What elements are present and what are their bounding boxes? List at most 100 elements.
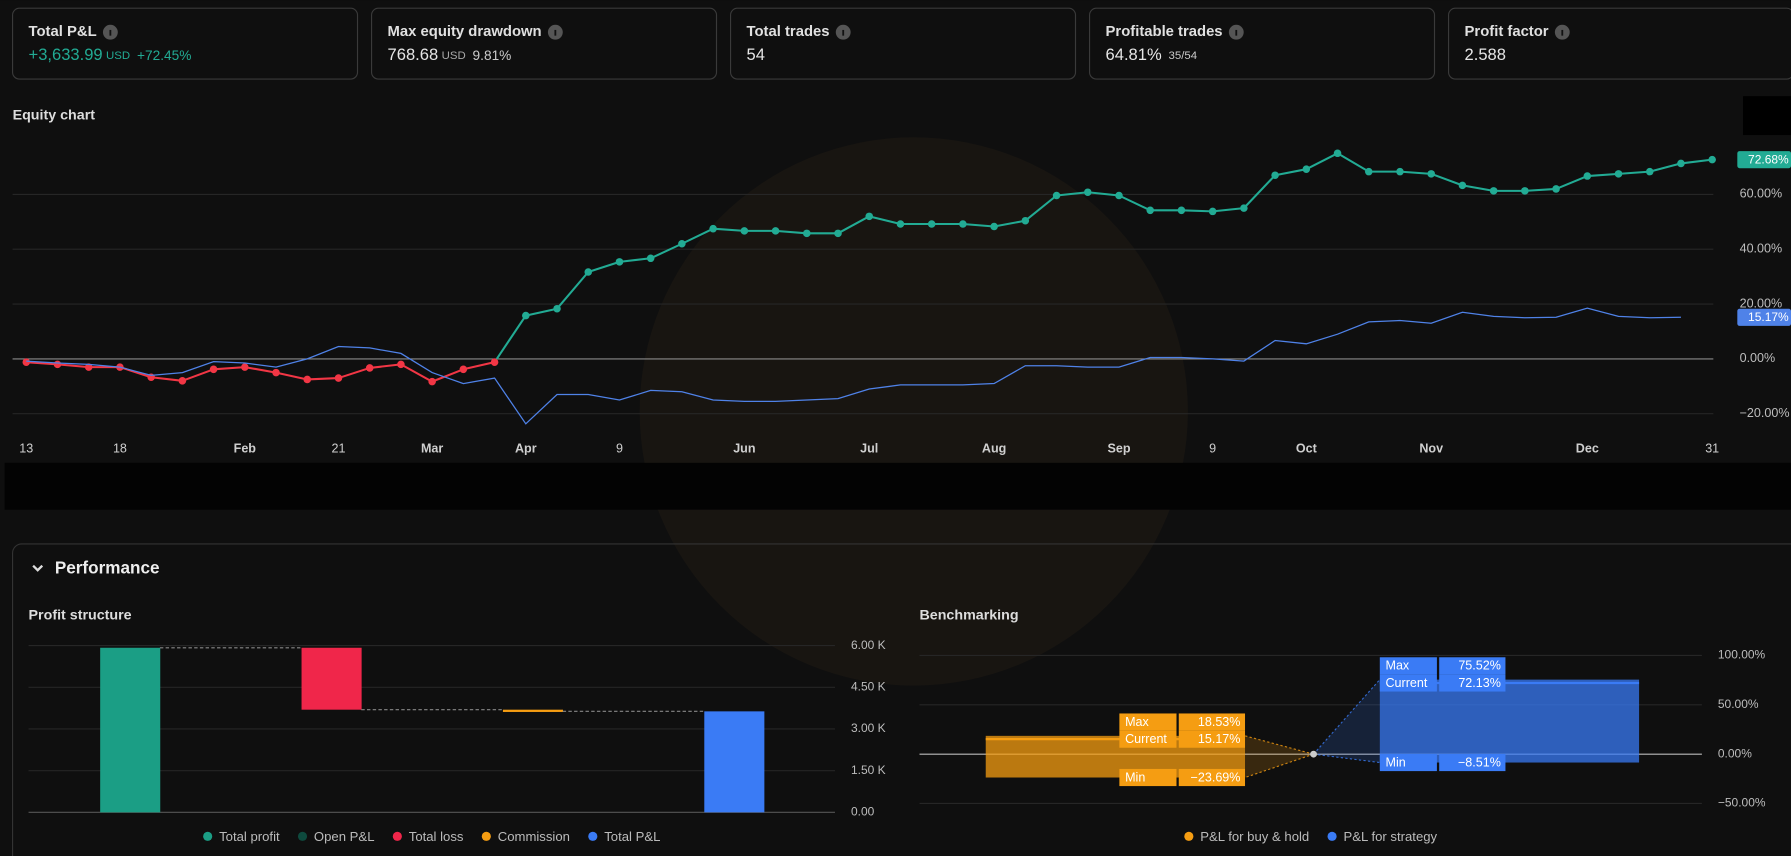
line-segment	[587, 260, 620, 273]
stat-unit: USD	[106, 50, 130, 62]
watermark	[639, 137, 1188, 686]
line-point	[22, 358, 31, 366]
line-point	[771, 227, 780, 235]
line-segment	[1524, 187, 1557, 192]
line-point	[1364, 167, 1373, 176]
line-point	[241, 363, 249, 371]
line-point	[1021, 216, 1030, 225]
line-segment	[400, 363, 433, 383]
line-point	[927, 220, 936, 228]
line-segment	[338, 366, 371, 380]
x-tick-label: Jul	[860, 441, 878, 455]
line-segment	[1305, 152, 1339, 171]
stat-box	[1178, 730, 1246, 748]
legend-swatch	[203, 831, 213, 841]
line-segment	[1680, 158, 1713, 165]
legend-label: Total profit	[219, 829, 280, 844]
line-segment	[993, 219, 1026, 228]
line-segment	[1555, 175, 1588, 190]
stat-value: 15.17%	[1198, 732, 1241, 746]
last-value-badge	[1737, 151, 1791, 169]
line-point	[709, 224, 717, 233]
stat-label: Current	[1386, 676, 1428, 690]
legend-label: Total P&L	[604, 829, 660, 844]
info-icon-glyph	[1561, 29, 1564, 36]
line-segment	[650, 242, 683, 260]
legend-label: P&L for buy & hold	[1200, 829, 1309, 844]
y-tick-label: −20.00%	[1740, 406, 1790, 420]
line-segment	[151, 376, 183, 382]
x-tick-label: 9	[616, 441, 623, 455]
stat-unit: USD	[442, 50, 466, 62]
line-point	[740, 227, 749, 235]
legend-swatch	[297, 831, 308, 841]
line-segment	[556, 271, 590, 310]
line-segment	[1649, 162, 1682, 173]
line-segment	[713, 227, 745, 232]
line-point	[1708, 155, 1716, 164]
stat-card	[729, 7, 1077, 80]
stat-box	[1178, 768, 1246, 787]
line-segment	[1274, 168, 1307, 177]
info-icon-glyph	[842, 29, 845, 36]
line-point	[1614, 170, 1623, 178]
line-segment	[1618, 170, 1650, 175]
stat-number: 64.81%	[1106, 46, 1162, 65]
stat-box	[1439, 674, 1506, 692]
last-value-badge	[1737, 308, 1791, 326]
stat-number: 2.588	[1465, 46, 1506, 65]
line-point	[1489, 187, 1498, 195]
stat-label: Min	[1386, 755, 1406, 769]
line-point	[1146, 206, 1154, 215]
line-point	[1302, 165, 1311, 173]
legend: Total profit Open P&L Total loss Commission…	[203, 829, 660, 844]
line-point	[490, 358, 499, 366]
x-tick-label: 18	[113, 441, 127, 455]
x-tick-label: Dec	[1576, 441, 1599, 455]
stat-label: Max	[1386, 659, 1410, 673]
section-title: Performance	[55, 558, 160, 578]
line-segment	[1024, 194, 1058, 222]
stat-number: 54	[747, 46, 765, 65]
stat-value: 54	[747, 46, 765, 65]
stat-box	[1379, 657, 1437, 675]
line-point	[1583, 172, 1592, 180]
performance-panel	[11, 543, 1791, 856]
range-bar	[1379, 679, 1640, 763]
line-point	[397, 360, 405, 369]
stat-change: 9.81%	[473, 48, 512, 63]
line-point	[1052, 191, 1061, 200]
y-tick-label: 20.00%	[1740, 296, 1783, 310]
line-point	[522, 311, 530, 320]
line-point	[1552, 185, 1560, 193]
legend-swatch	[1184, 831, 1194, 841]
stat-card	[370, 7, 718, 80]
legend-swatch	[392, 831, 402, 841]
line-segment	[1430, 172, 1463, 187]
collapse-chevron[interactable]	[32, 564, 44, 572]
line-segment	[962, 222, 995, 228]
x-tick-label: Apr	[515, 441, 537, 455]
line-segment	[868, 215, 901, 226]
line-segment	[1087, 191, 1120, 197]
line-point	[1645, 167, 1654, 176]
y-tick-label: 3.00 K	[851, 721, 886, 735]
line-segment	[57, 363, 89, 369]
x-tick-label: Jun	[733, 441, 755, 455]
stat-box	[1119, 713, 1177, 731]
x-tick-label: Aug	[982, 441, 1006, 455]
line-segment	[837, 215, 870, 235]
stat-value: 72.13%	[1458, 676, 1501, 690]
line-segment	[1243, 174, 1276, 209]
line-segment	[1181, 209, 1213, 213]
range-fan-edge	[1313, 679, 1381, 755]
line-point	[646, 254, 655, 263]
info-icon-glyph	[554, 29, 557, 36]
last-value-label: 15.17%	[1748, 310, 1789, 324]
stat-value: 75.52%	[1458, 659, 1501, 673]
last-value-label: 72.68%	[1748, 152, 1789, 166]
line-segment	[619, 257, 651, 263]
line-segment	[244, 366, 277, 374]
legend-label: Commission	[498, 829, 570, 844]
x-tick-label: Feb	[234, 441, 257, 455]
